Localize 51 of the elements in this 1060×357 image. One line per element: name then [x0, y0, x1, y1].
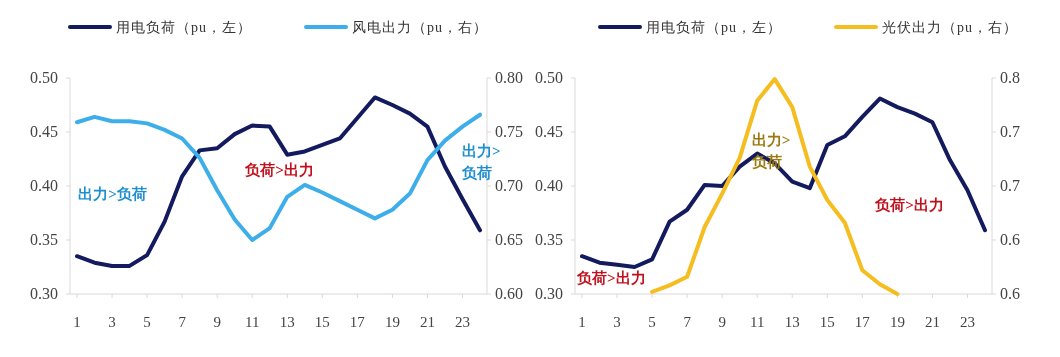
y-tick-label: 0.30 — [30, 285, 58, 302]
x-tick-label: 17 — [854, 314, 871, 330]
x-tick-label: 5 — [143, 314, 151, 330]
x-tick-label: 9 — [213, 314, 221, 330]
x-tick-label: 3 — [613, 314, 621, 330]
x-tick-label: 21 — [419, 314, 435, 330]
x-tick-label: 3 — [108, 314, 116, 330]
y-tick-label: 0.35 — [535, 231, 563, 248]
x-tick-label: 23 — [959, 314, 975, 330]
y2-tick-label: 0.7 — [1000, 177, 1020, 194]
x-tick-label: 15 — [314, 314, 330, 330]
y2-tick-label: 0.75 — [495, 123, 523, 140]
legend-label: 用电负荷（pu，左） — [646, 20, 782, 35]
legend-label: 光伏出力（pu，右） — [882, 20, 1018, 35]
y2-tick-label: 0.6 — [1000, 285, 1020, 302]
x-tick-label: 1 — [73, 314, 81, 330]
y2-tick-label: 0.60 — [495, 285, 523, 302]
y-tick-label: 0.50 — [535, 69, 563, 86]
y-tick-label: 0.50 — [30, 69, 58, 86]
x-tick-label: 13 — [784, 314, 800, 330]
y-tick-label: 0.45 — [535, 123, 563, 140]
y-tick-label: 0.45 — [30, 123, 58, 140]
y-tick-label: 0.40 — [535, 177, 563, 194]
y2-tick-label: 0.65 — [495, 231, 523, 248]
x-tick-label: 19 — [889, 314, 905, 330]
y2-tick-label: 0.80 — [495, 69, 523, 86]
x-tick-label: 11 — [749, 314, 765, 330]
y2-tick-label: 0.7 — [1000, 123, 1020, 140]
x-tick-label: 23 — [454, 314, 470, 330]
x-tick-label: 21 — [924, 314, 940, 330]
x-tick-label: 13 — [279, 314, 295, 330]
annotation: 负荷>出力 — [244, 162, 314, 179]
legend-label: 用电负荷（pu，左） — [116, 20, 252, 35]
x-tick-label: 1 — [578, 314, 586, 330]
x-tick-label: 7 — [683, 314, 692, 330]
x-tick-label: 7 — [178, 314, 187, 330]
annotation: 负荷>出力 — [874, 196, 944, 213]
legend-label: 风电出力（pu，右） — [352, 20, 488, 35]
y-tick-label: 0.30 — [535, 285, 563, 302]
x-tick-label: 17 — [349, 314, 366, 330]
annotation: 出力>负荷 — [78, 185, 147, 202]
y2-tick-label: 0.6 — [1000, 231, 1020, 248]
x-tick-label: 15 — [819, 314, 835, 330]
y2-tick-label: 0.8 — [1000, 69, 1020, 86]
y-tick-label: 0.35 — [30, 231, 58, 248]
y-tick-label: 0.40 — [30, 177, 58, 194]
x-tick-label: 11 — [244, 314, 260, 330]
x-tick-label: 9 — [718, 314, 726, 330]
annotation: 负荷>出力 — [576, 270, 646, 287]
x-tick-label: 5 — [648, 314, 656, 330]
x-tick-label: 19 — [384, 314, 400, 330]
